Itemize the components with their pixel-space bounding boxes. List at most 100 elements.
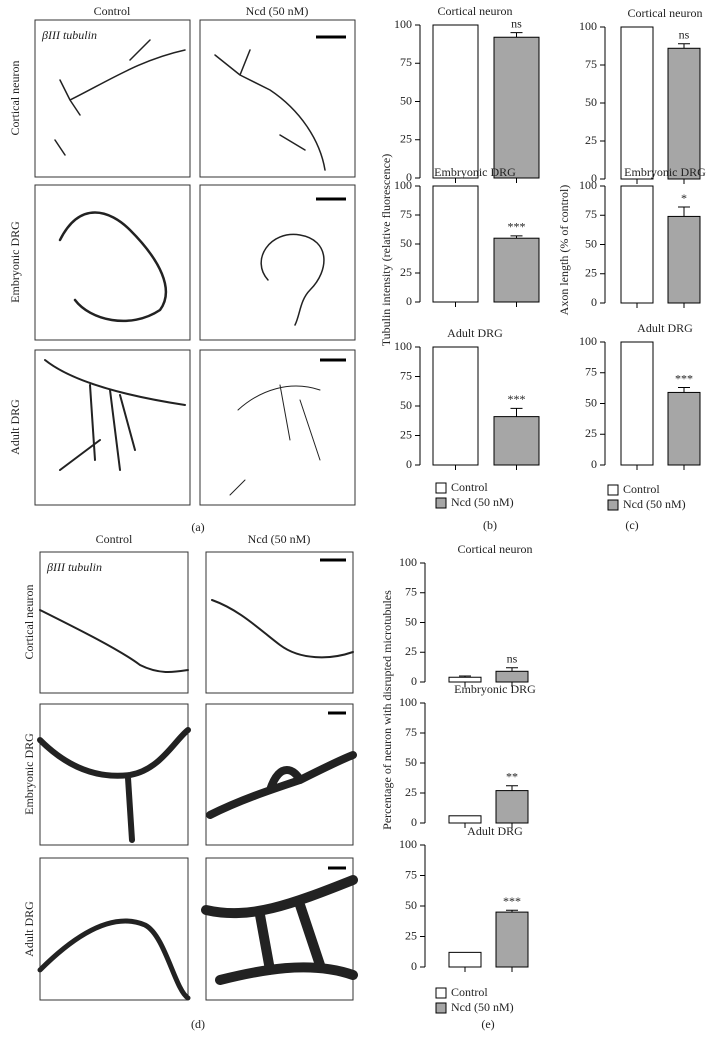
legend-label: Control — [451, 985, 488, 999]
column-header: Control — [96, 532, 133, 546]
bar — [448, 951, 482, 968]
y-tick-label: 50 — [400, 93, 412, 107]
significance: ns — [679, 27, 690, 41]
y-tick-label: 75 — [585, 57, 597, 71]
legend-label: Ncd (50 nM) — [451, 1000, 514, 1014]
y-tick-label: 50 — [405, 614, 417, 628]
y-tick-label: 25 — [400, 427, 412, 441]
y-tick-label: 75 — [400, 368, 412, 382]
y-tick-label: 0 — [411, 674, 417, 688]
panel-label: (a) — [191, 520, 204, 534]
error-bar — [459, 675, 471, 678]
legend-swatch — [435, 987, 447, 999]
chart-title: Adult DRG — [467, 824, 523, 838]
chart-title: Cortical neuron — [628, 6, 703, 20]
bar — [495, 670, 529, 683]
y-tick-label: 25 — [405, 928, 417, 942]
bar — [495, 790, 529, 824]
legend-label: Control — [451, 480, 488, 494]
stain-label: βIII tubulin — [41, 28, 97, 42]
error-bar — [678, 43, 690, 49]
chart-title: Embryonic DRG — [624, 165, 706, 179]
y-tick-label: 25 — [585, 426, 597, 440]
y-tick-label: 100 — [399, 837, 417, 851]
y-tick-label: 0 — [591, 171, 597, 185]
y-tick-label: 75 — [585, 207, 597, 221]
error-bar — [506, 909, 518, 913]
column-header: Ncd (50 nM) — [248, 532, 311, 546]
row-label: Embryonic DRG — [8, 221, 22, 303]
column-header: Control — [94, 4, 131, 18]
chart-title: Adult DRG — [637, 321, 693, 335]
chart-title: Adult DRG — [447, 326, 503, 340]
y-axis-label: Axon length (% of control) — [557, 185, 571, 316]
error-bar — [678, 206, 690, 217]
bar — [620, 185, 654, 304]
y-tick-label: 100 — [399, 695, 417, 709]
error-bar — [510, 235, 523, 239]
significance: ns — [507, 651, 518, 665]
bar — [493, 36, 540, 179]
error-bar — [678, 387, 690, 393]
y-axis-label: Tubulin intensity (relative fluorescence… — [379, 154, 393, 347]
panel-label: (c) — [625, 518, 638, 532]
bar — [495, 911, 529, 968]
y-tick-label: 0 — [591, 295, 597, 309]
legend-label: Ncd (50 nM) — [623, 497, 686, 511]
legend-swatch — [607, 484, 619, 496]
row-label: Adult DRG — [22, 901, 36, 957]
bar — [448, 815, 482, 824]
y-tick-label: 100 — [394, 17, 412, 31]
y-tick-label: 50 — [405, 755, 417, 769]
y-tick-label: 75 — [405, 725, 417, 739]
y-tick-label: 0 — [406, 170, 412, 184]
chart-title: Embryonic DRG — [434, 165, 516, 179]
y-tick-label: 0 — [406, 294, 412, 308]
row-label: Embryonic DRG — [22, 733, 36, 815]
y-tick-label: 25 — [585, 133, 597, 147]
y-tick-label: 100 — [579, 178, 597, 192]
y-tick-label: 50 — [585, 395, 597, 409]
y-tick-label: 75 — [405, 585, 417, 599]
error-bar — [510, 32, 523, 38]
error-bar — [506, 667, 518, 672]
legend-swatch — [435, 497, 447, 509]
legend-label: Control — [623, 482, 660, 496]
significance: *** — [675, 371, 693, 385]
y-tick-label: 0 — [411, 815, 417, 829]
y-tick-label: 75 — [400, 207, 412, 221]
y-tick-label: 50 — [400, 236, 412, 250]
legend-swatch — [607, 499, 619, 511]
legend-swatch — [435, 482, 447, 494]
significance: *** — [508, 220, 526, 234]
bar — [667, 47, 701, 180]
y-tick-label: 25 — [400, 132, 412, 146]
micrograph-art — [34, 19, 358, 1001]
panel-label: (b) — [483, 518, 497, 532]
panel-label: (e) — [481, 1017, 494, 1031]
panel-label: (d) — [191, 1017, 205, 1031]
y-tick-label: 25 — [405, 785, 417, 799]
y-tick-label: 100 — [579, 334, 597, 348]
error-bar — [510, 407, 523, 417]
legend-swatch — [435, 1002, 447, 1014]
bar — [667, 215, 701, 304]
y-tick-label: 25 — [405, 644, 417, 658]
y-tick-label: 75 — [400, 55, 412, 69]
significance: ** — [506, 770, 518, 784]
y-axis-label: Percentage of neuron with disrupted micr… — [380, 590, 394, 830]
y-tick-label: 50 — [405, 898, 417, 912]
y-tick-label: 100 — [579, 19, 597, 33]
y-tick-label: 25 — [400, 265, 412, 279]
bar — [493, 237, 540, 303]
row-label: Cortical neuron — [22, 585, 36, 660]
significance: ns — [511, 16, 522, 30]
error-bar — [506, 785, 518, 791]
y-tick-label: 100 — [394, 339, 412, 353]
y-tick-label: 100 — [394, 178, 412, 192]
y-tick-label: 0 — [411, 959, 417, 973]
row-label: Adult DRG — [8, 399, 22, 455]
significance: *** — [508, 392, 526, 406]
row-label: Cortical neuron — [8, 61, 22, 136]
